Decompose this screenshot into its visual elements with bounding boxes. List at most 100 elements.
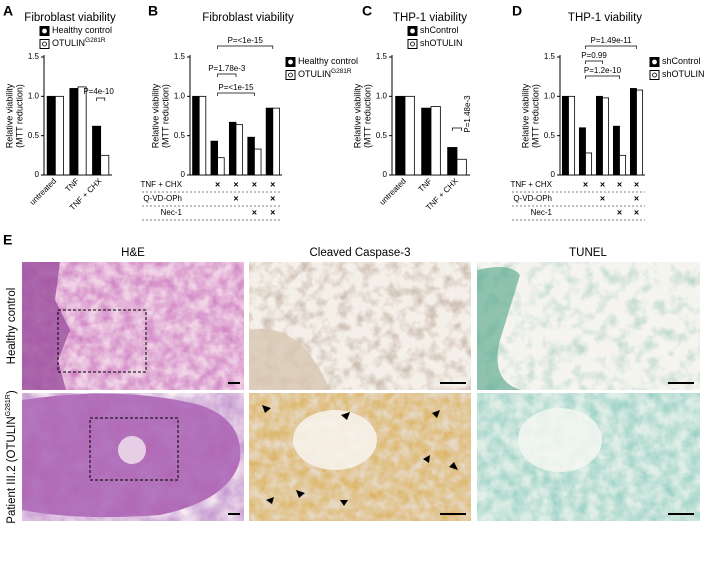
y-axis-label: Relative viability [4, 83, 14, 148]
y-tick-label: 1.5 [544, 52, 556, 61]
y-axis-label: Relative viability [150, 83, 160, 148]
bar [247, 136, 255, 176]
column-header: TUNEL [569, 247, 607, 259]
legend-label: shControl [662, 56, 701, 66]
panel-letter: D [512, 3, 522, 19]
bar [198, 95, 207, 176]
column-header: H&E [121, 247, 145, 259]
legend-dot [410, 28, 415, 34]
chart-title: THP-1 viability [393, 12, 467, 24]
bar [602, 97, 610, 176]
y-tick-label: 1.0 [28, 91, 40, 100]
chart-title: Fibroblast viability [24, 12, 116, 24]
y-axis-label: (MTT reduction) [530, 84, 540, 148]
condition-mark: × [634, 179, 639, 189]
bar [210, 140, 218, 176]
bar [430, 106, 441, 176]
significance-bracket [217, 73, 237, 77]
y-axis-label: (MTT reduction) [14, 84, 24, 148]
bar [69, 88, 79, 176]
y-tick-label: 1.5 [28, 52, 40, 61]
condition-mark: × [233, 193, 238, 203]
condition-mark: × [270, 179, 275, 189]
y-tick-label: 0.5 [544, 131, 556, 140]
legend-name: shOTULIN [662, 69, 705, 79]
bar [612, 125, 620, 176]
legend-label: OTULING281R [52, 37, 106, 49]
legend-dot [42, 28, 47, 34]
legend-name: OTULIN [298, 69, 331, 79]
bar [561, 95, 569, 176]
y-tick-label: 1.0 [376, 91, 388, 100]
legend-dot [42, 41, 47, 47]
bar [272, 107, 280, 176]
row-label-superscript: G281R [5, 394, 12, 416]
bar [629, 88, 637, 176]
condition-mark: × [233, 179, 238, 189]
y-axis-label: Relative viability [352, 83, 362, 148]
row-label-part: Patient III.2 (OTULIN [6, 416, 18, 523]
significance-bracket [585, 60, 603, 64]
histology-image [22, 262, 244, 390]
bar [636, 89, 644, 176]
legend-dot [288, 72, 293, 78]
y-tick-label: 0 [181, 170, 186, 179]
x-tick-label: TNF [64, 176, 81, 193]
x-tick-label: TNF [417, 176, 434, 193]
legend-dot [288, 59, 293, 65]
bar [228, 121, 237, 176]
bar [92, 125, 102, 176]
bar [192, 95, 200, 176]
legend-label: shOTULIN [662, 69, 705, 79]
panel-letter: B [148, 3, 158, 19]
significance-bracket [217, 92, 255, 96]
y-tick-label: 1.5 [174, 52, 186, 61]
legend-superscript: G281R [85, 37, 106, 44]
bar [253, 148, 262, 176]
condition-label: Nec-1 [161, 208, 183, 217]
bar [595, 95, 603, 176]
bar [265, 107, 274, 176]
legend-label: Healthy control [52, 25, 112, 35]
condition-label: Nec-1 [531, 208, 553, 217]
y-tick-label: 0 [551, 170, 556, 179]
condition-label: Q-VD-OPh [143, 194, 182, 203]
condition-mark: × [583, 179, 588, 189]
legend-name: shControl [420, 25, 459, 35]
y-tick-label: 0.5 [174, 131, 186, 140]
x-tick-label: untreated [378, 177, 408, 207]
annotation: P=4e-10 [83, 87, 114, 96]
legend-label: OTULING281R [298, 68, 352, 80]
legend-superscript: G281R [331, 68, 352, 75]
legend-dot [652, 72, 657, 78]
chart-title: THP-1 viability [568, 12, 642, 24]
legend-dot [652, 59, 657, 65]
annotation: P=<1e-15 [228, 36, 264, 45]
condition-mark: × [617, 179, 622, 189]
significance-bracket [585, 45, 637, 49]
y-tick-label: 0 [383, 170, 388, 179]
bar [46, 95, 56, 176]
y-tick-label: 0 [35, 170, 40, 179]
legend-name: shOTULIN [420, 38, 463, 48]
histology-image [477, 393, 700, 521]
legend-name: shControl [662, 56, 701, 66]
y-axis-label: (MTT reduction) [362, 84, 372, 148]
annotation: P=<1e-15 [218, 83, 254, 92]
bar [619, 154, 627, 176]
significance-bracket [96, 97, 106, 101]
row-label: Patient III.2 (OTULING281R) [5, 390, 18, 524]
y-tick-label: 0.5 [376, 131, 388, 140]
column-header: Cleaved Caspase-3 [309, 247, 410, 259]
condition-mark: × [252, 207, 257, 217]
bar [578, 127, 586, 176]
legend-dot [410, 41, 415, 47]
y-axis-label: Relative viability [520, 83, 530, 148]
bar [217, 157, 225, 176]
bar [404, 95, 415, 176]
legend-label: shOTULIN [420, 38, 463, 48]
condition-label: Q-VD-OPh [513, 194, 552, 203]
condition-mark: × [617, 207, 622, 217]
bar [54, 95, 64, 176]
